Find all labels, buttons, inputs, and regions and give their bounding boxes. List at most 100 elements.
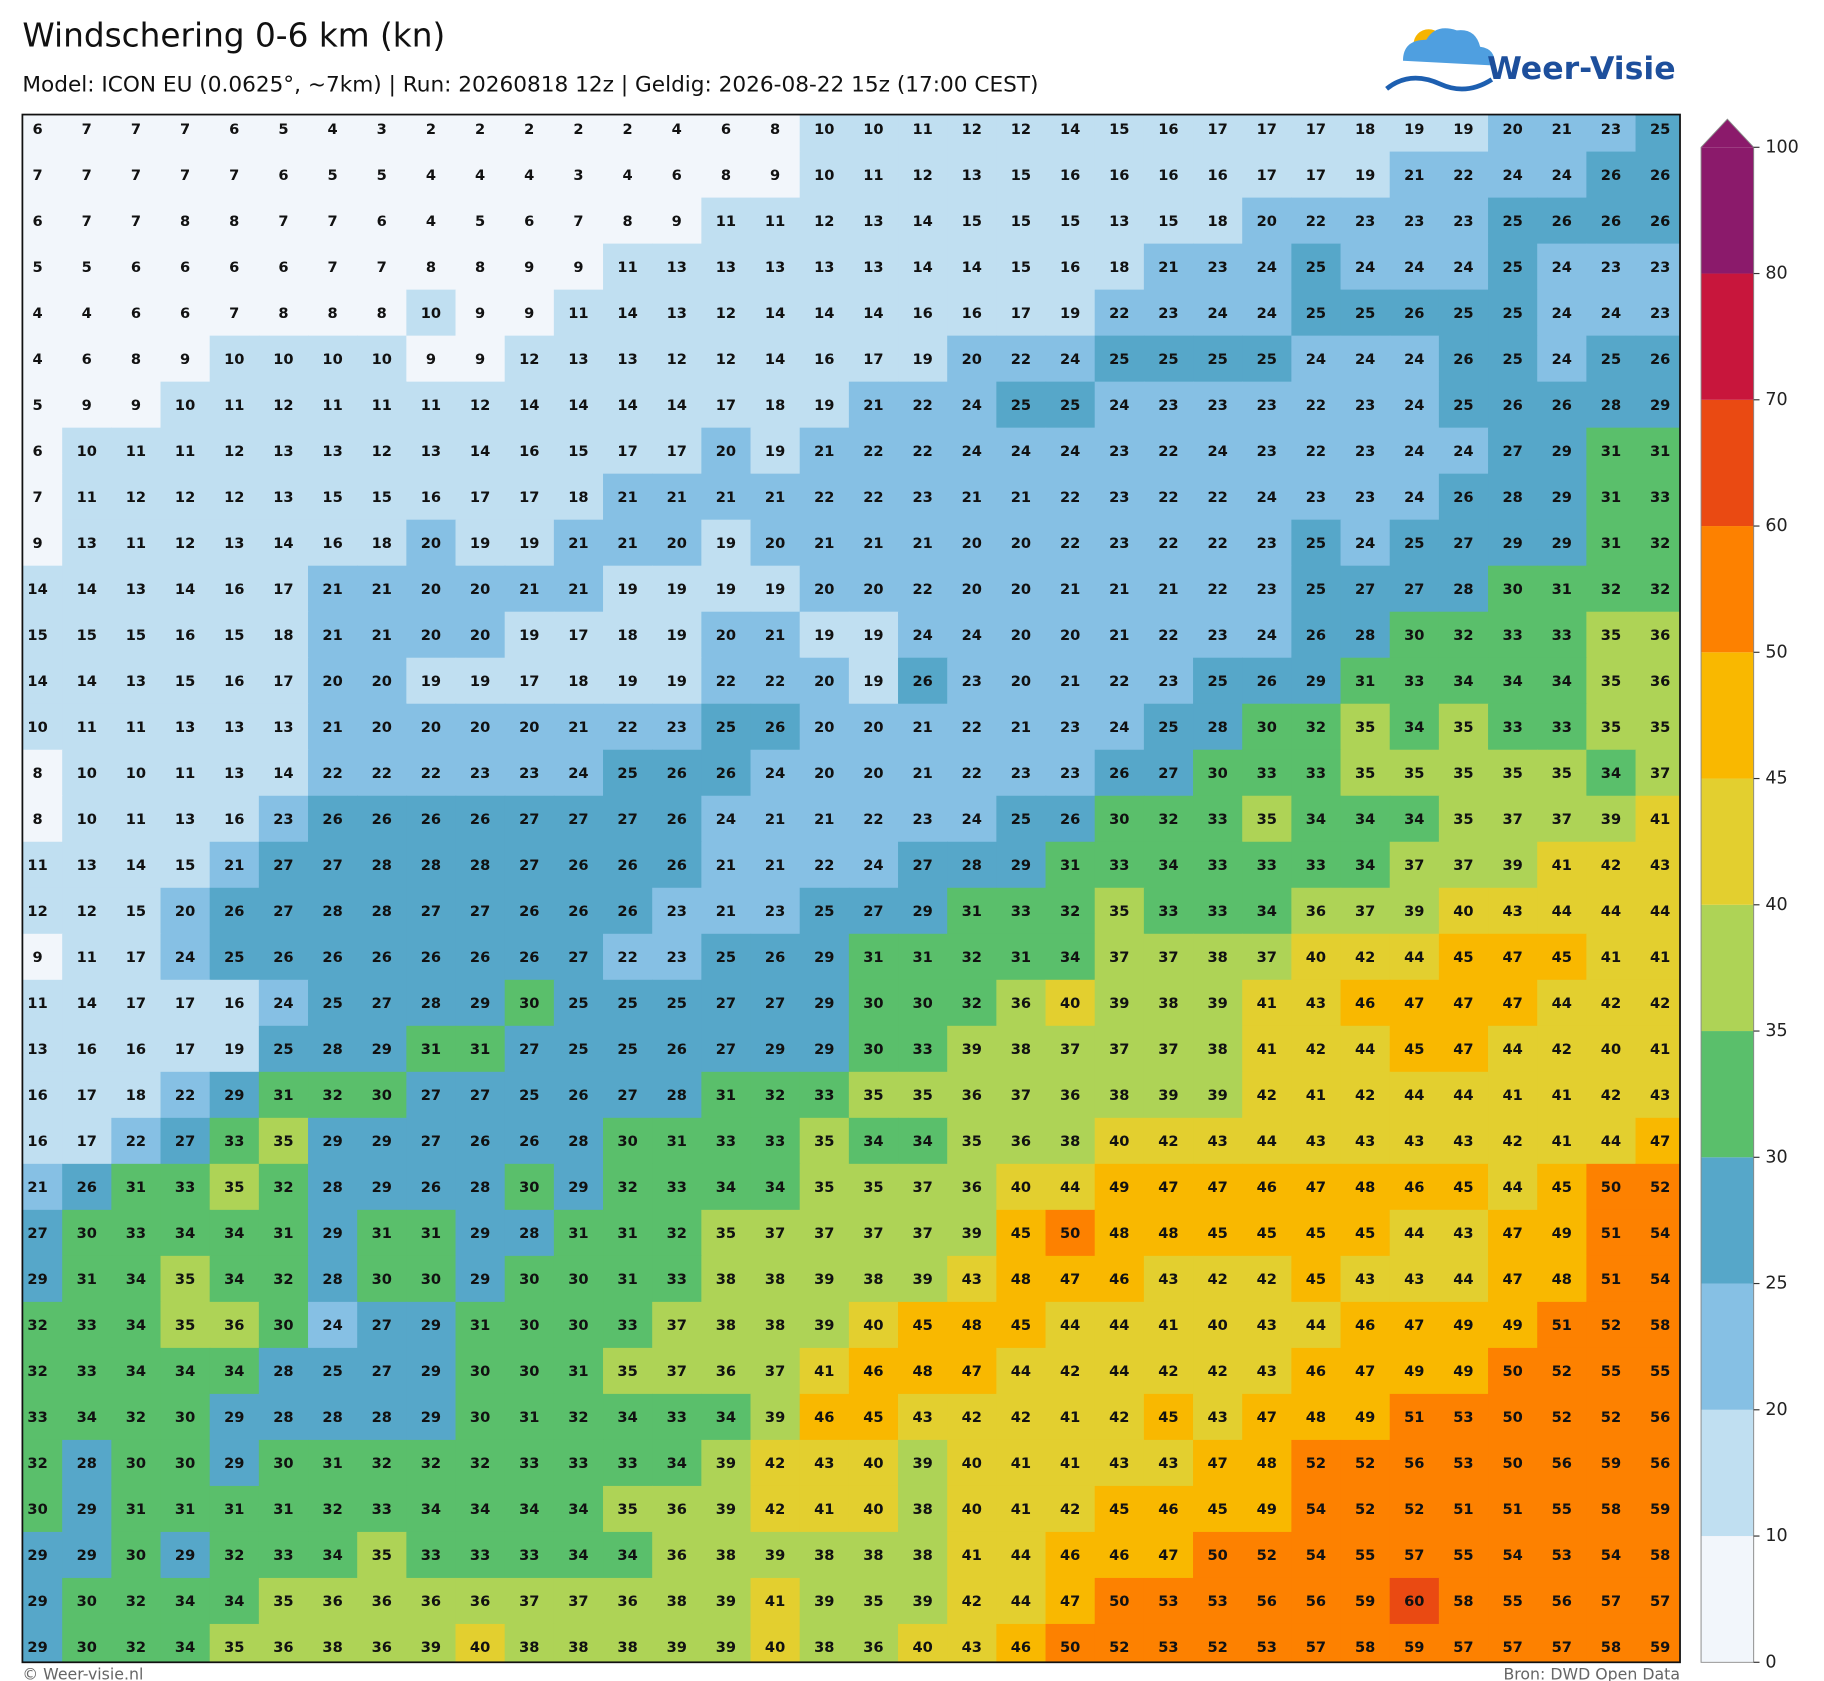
cell-label: 28 (470, 1179, 490, 1196)
cell-label: 26 (1552, 397, 1572, 414)
cell (750, 565, 801, 613)
cell (848, 1163, 899, 1211)
cell (455, 335, 506, 383)
cell (1094, 1301, 1145, 1349)
cell-label: 16 (77, 1041, 97, 1058)
cell (553, 519, 604, 567)
cell-label: 56 (1257, 1593, 1277, 1610)
cell (1635, 197, 1681, 245)
cell-label: 10 (126, 765, 146, 782)
cell-label: 21 (667, 489, 687, 506)
cell (1094, 381, 1145, 429)
cell (1143, 197, 1194, 245)
cell-label: 32 (1306, 719, 1326, 736)
cell (1193, 841, 1243, 889)
cell-label: 51 (1601, 1271, 1621, 1288)
cell-label: 34 (224, 1593, 244, 1610)
cell (209, 979, 260, 1027)
cell (308, 289, 358, 337)
cell-label: 23 (667, 949, 687, 966)
cell (1242, 1347, 1293, 1395)
cell-label: 38 (765, 1317, 785, 1334)
cell-label: 30 (519, 995, 539, 1012)
cell (1143, 1439, 1194, 1487)
cell (1143, 749, 1194, 797)
cell-label: 50 (1207, 1547, 1227, 1564)
cell (1340, 151, 1391, 199)
cell (455, 197, 506, 245)
cell-label: 10 (273, 351, 293, 368)
colorbar-tick-label: 45 (1765, 769, 1787, 789)
cell (996, 1163, 1047, 1211)
cell (603, 1623, 653, 1663)
cell-label: 30 (863, 995, 883, 1012)
cell (1389, 1347, 1440, 1395)
cell-label: 14 (962, 259, 982, 276)
cell (603, 1577, 653, 1625)
cell-label: 36 (962, 1179, 982, 1196)
cell (258, 1531, 309, 1579)
cell-label: 45 (1109, 1501, 1129, 1518)
cell-label: 37 (765, 1225, 785, 1242)
cell-label: 26 (224, 903, 244, 920)
cell-label: 26 (421, 1179, 441, 1196)
cell (553, 381, 604, 429)
cell-label: 34 (175, 1639, 195, 1656)
cell (701, 887, 752, 935)
cell (947, 703, 998, 751)
cell (1389, 243, 1440, 291)
cell (799, 289, 850, 337)
cell-label: 24 (1060, 443, 1080, 460)
cell (1143, 1485, 1194, 1533)
cell-label: 34 (470, 1501, 490, 1518)
cell-label: 8 (229, 213, 239, 230)
cell-label: 30 (519, 1179, 539, 1196)
cell (1537, 1301, 1588, 1349)
cell (701, 1623, 752, 1663)
cell-label: 34 (224, 1363, 244, 1380)
cell (504, 1071, 555, 1119)
cell-label: 15 (126, 627, 146, 644)
cell (652, 519, 703, 567)
cell-label: 13 (617, 351, 637, 368)
cell-label: 25 (1601, 351, 1621, 368)
cell (160, 243, 211, 291)
cell (1537, 1255, 1588, 1303)
cell (455, 611, 506, 659)
cell-label: 34 (568, 1501, 588, 1518)
cell-label: 12 (470, 397, 490, 414)
cell-label: 39 (1404, 903, 1424, 920)
cell-label: 37 (1453, 857, 1473, 874)
cell (1586, 1117, 1637, 1165)
cell (406, 749, 457, 797)
cell-label: 47 (1502, 949, 1522, 966)
cell-label: 34 (1502, 673, 1522, 690)
cell-label: 26 (519, 949, 539, 966)
cell-label: 43 (1207, 1409, 1227, 1426)
cell (1438, 703, 1489, 751)
cell-label: 16 (814, 351, 834, 368)
cell-label: 33 (77, 1317, 97, 1334)
cell (1193, 197, 1243, 245)
cell-label: 33 (519, 1547, 539, 1564)
cell-label: 14 (77, 995, 97, 1012)
cell (22, 243, 63, 291)
cell (996, 473, 1047, 521)
cell (750, 381, 801, 429)
cell-label: 47 (1404, 1317, 1424, 1334)
cell (603, 887, 653, 935)
cell-label: 6 (131, 259, 141, 276)
cell (898, 887, 948, 935)
cell (1242, 519, 1293, 567)
cell (111, 335, 162, 383)
cell-label: 16 (27, 1087, 47, 1104)
cell-label: 29 (27, 1639, 47, 1656)
cell-label: 42 (1552, 1041, 1572, 1058)
cell (996, 795, 1047, 843)
cell (160, 381, 211, 429)
cell (947, 611, 998, 659)
cell-label: 10 (224, 351, 244, 368)
cell (1488, 243, 1538, 291)
cell (1193, 1577, 1243, 1625)
cell (750, 473, 801, 521)
